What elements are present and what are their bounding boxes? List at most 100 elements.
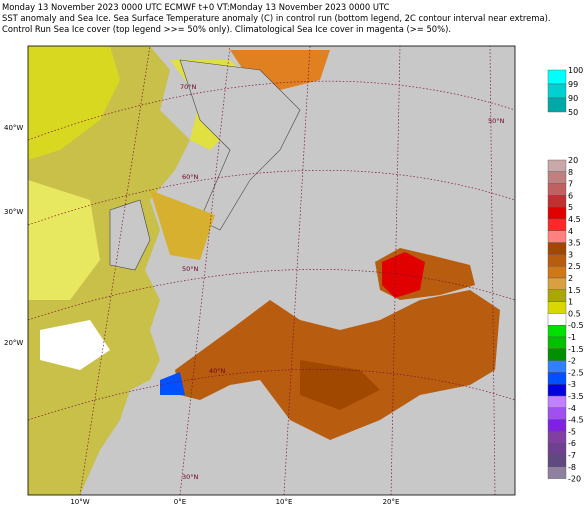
legend-label: 4.5: [568, 215, 581, 224]
lat-label: 60°N: [182, 173, 199, 181]
legend-swatch: [547, 419, 567, 432]
legend-swatch: [547, 159, 567, 173]
lon-label: 30°W: [4, 208, 23, 216]
map: [27, 45, 516, 496]
lon-label: 20°E: [383, 498, 400, 506]
legend-swatch: [547, 266, 567, 279]
lon-label: 20°W: [4, 339, 23, 347]
legend-label: -5: [568, 427, 576, 436]
legend-swatch: [547, 289, 567, 302]
grid-line: [27, 369, 516, 421]
lon-label: 10°E: [276, 498, 293, 506]
legend-label: 0.5: [568, 309, 581, 318]
legend-swatch: [547, 313, 567, 326]
neutral-patch: [40, 320, 110, 370]
legend-swatch: [547, 69, 567, 85]
lon-label: 0°E: [174, 498, 186, 506]
legend-label: -1: [568, 333, 576, 342]
legend-label: 2.5: [568, 262, 581, 271]
legend-swatch: [547, 395, 567, 409]
legend-swatch: [547, 97, 567, 113]
lat-label: 30°N: [182, 473, 199, 481]
legend-label: -0.5: [568, 321, 584, 330]
legend-label: 4: [568, 227, 573, 236]
lat-label: 50°N: [488, 117, 505, 125]
legend-label: -4: [568, 404, 576, 413]
legend-label: 90: [568, 94, 578, 103]
legend-swatch: [547, 325, 567, 338]
lat-label: 40°N: [209, 367, 226, 375]
legend-label: -2.5: [568, 368, 584, 377]
legend-label: -4.5: [568, 416, 584, 425]
header-line: Monday 13 November 2023 0000 UTC ECMWF t…: [2, 2, 390, 12]
legend-label: 1.5: [568, 286, 581, 295]
legend-swatch: [547, 407, 567, 420]
atlantic-north: [28, 46, 120, 160]
mediterranean-deep: [300, 360, 380, 410]
legend-label: 20: [568, 156, 578, 165]
black-sea-warm: [382, 252, 425, 298]
legend-swatch: [547, 195, 567, 208]
legend-label: 2: [568, 274, 573, 283]
lat-label: 50°N: [182, 265, 199, 273]
legend-label: 7: [568, 180, 573, 189]
legend-label: 50: [568, 108, 578, 117]
britain: [109, 199, 151, 271]
legend-label: -7: [568, 451, 576, 460]
legend-label: 3: [568, 250, 573, 259]
grid-line: [79, 45, 151, 496]
legend-swatch: [547, 277, 567, 291]
header-line: SST anomaly and Sea Ice. Sea Surface Tem…: [2, 13, 551, 23]
legend-swatch: [547, 443, 567, 456]
legend-label: -8: [568, 463, 576, 472]
legend-swatch: [547, 336, 567, 350]
atlantic-sea: [28, 46, 190, 495]
grid-line: [27, 169, 516, 226]
legend-label: -1.5: [568, 345, 584, 354]
mediterranean: [175, 290, 500, 440]
legend-label: -3.5: [568, 392, 584, 401]
legend-label: -3: [568, 380, 576, 389]
legend-swatch: [547, 454, 567, 468]
legend-swatch: [547, 360, 567, 373]
map-frame: [27, 45, 516, 496]
lon-label: 10°W: [70, 498, 89, 506]
legend-label: -2: [568, 357, 576, 366]
legend-label: -20: [568, 475, 581, 484]
legend-swatch: [547, 218, 567, 232]
cold-patch: [160, 372, 185, 395]
legend-label: 8: [568, 168, 573, 177]
lat-label: 70°N: [180, 83, 197, 91]
legend-swatch: [547, 431, 567, 444]
legend-label: 100: [568, 66, 583, 75]
legend-label: 99: [568, 80, 578, 89]
legend-swatch: [547, 183, 567, 196]
grid-line: [283, 45, 311, 496]
header-line: Control Run Sea Ice cover (top legend >>…: [2, 24, 451, 34]
legend-swatch: [547, 372, 567, 385]
legend-swatch: [547, 242, 567, 255]
grid-line: [489, 45, 496, 496]
legend-label: -6: [568, 439, 576, 448]
legend-swatch: [547, 206, 567, 220]
scandinavia: [179, 59, 301, 231]
legend-swatch: [547, 171, 567, 184]
legend-swatch: [547, 348, 567, 361]
legend-label: 1: [568, 298, 573, 307]
legend-swatch: [547, 83, 567, 99]
legend-swatch: [547, 466, 567, 479]
legend-label: 3.5: [568, 239, 581, 248]
lon-label: 40°W: [4, 124, 23, 132]
legend-swatch: [547, 384, 567, 397]
legend-swatch: [547, 230, 567, 243]
north-sea: [150, 190, 215, 260]
grid-line: [27, 269, 516, 321]
grid-line: [27, 80, 516, 141]
legend-label: 5: [568, 203, 573, 212]
legend-label: 6: [568, 191, 573, 200]
legend-swatch: [547, 254, 567, 267]
atlantic-mid: [28, 180, 100, 300]
legend-swatch: [547, 301, 567, 314]
